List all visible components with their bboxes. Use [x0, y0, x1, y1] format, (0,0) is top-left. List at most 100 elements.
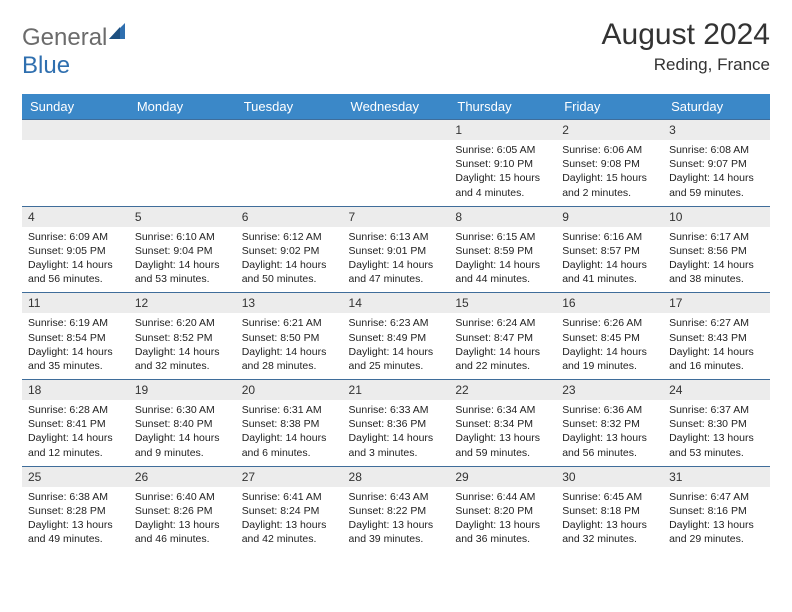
daylight-line: Daylight: 13 hours and 49 minutes.	[28, 519, 113, 545]
day-content-cell: Sunrise: 6:24 AMSunset: 8:47 PMDaylight:…	[449, 313, 556, 379]
daylight-line: Daylight: 13 hours and 46 minutes.	[135, 519, 220, 545]
sunset-line: Sunset: 8:52 PM	[135, 332, 213, 344]
day-content-cell: Sunrise: 6:19 AM Sunset: 8:54 PM Daylight:…	[22, 313, 129, 379]
day-number-cell	[236, 120, 343, 141]
day-content-cell: Sunrise: 6:09 AMSunset: 9:05 PMDaylight:…	[22, 227, 129, 293]
daylight-line: Daylight: 13 hours and 36 minutes.	[455, 519, 540, 545]
day-number-cell: 21	[343, 380, 450, 401]
location-label: Reding, France	[602, 55, 770, 75]
day-number-cell: 5	[129, 206, 236, 227]
sunrise-line: Sunrise: 6:23 AM	[349, 317, 429, 329]
sunset-line: Sunset: 8:32 PM	[562, 418, 640, 430]
day-content-cell: Sunrise: 6:36 AMSunset: 8:32 PMDaylight:…	[556, 400, 663, 466]
sunset-line: Sunset: 8:18 PM	[562, 505, 640, 517]
sunrise-line: Sunrise: 6:43 AM	[349, 491, 429, 503]
daylight-line: Daylight: 15 hours and 4 minutes.	[455, 172, 540, 198]
daylight-line: Daylight: 14 hours and 32 minutes.	[135, 346, 220, 372]
sunset-line: Sunset: 8:41 PM	[28, 418, 106, 430]
day-content-cell: Sunrise: 6:12 AMSunset: 9:02 PMDaylight:…	[236, 227, 343, 293]
sunrise-line: Sunrise: 6:30 AM	[135, 404, 215, 416]
day-number-cell: 31	[663, 466, 770, 487]
daylight-line: Daylight: 13 hours and 56 minutes.	[562, 432, 647, 458]
sunset-line: Sunset: 8:28 PM	[28, 505, 106, 517]
daylight-line: Daylight: 14 hours and 53 minutes.	[135, 259, 220, 285]
day-number-cell: 22	[449, 380, 556, 401]
day-number-cell: 9	[556, 206, 663, 227]
day-content-row: Sunrise: 6:28 AMSunset: 8:41 PMDaylight:…	[22, 400, 770, 466]
sunrise-line: Sunrise: 6:16 AM	[562, 231, 642, 243]
daylight-line: Daylight: 14 hours and 19 minutes.	[562, 346, 647, 372]
brand-logo: GeneralBlue	[22, 18, 127, 80]
sunrise-line: Sunrise: 6:45 AM	[562, 491, 642, 503]
month-title: August 2024	[602, 18, 770, 52]
day-content-cell: Sunrise: 6:43 AM Sunset: 8:22 PM Daylight:…	[343, 487, 450, 553]
daylight-line: Daylight: 13 hours and 59 minutes.	[455, 432, 540, 458]
header: GeneralBlue August 2024 Reding, France	[22, 18, 770, 80]
sunrise-line: Sunrise: 6:38 AM	[28, 491, 108, 503]
weekday-header: Sunday	[22, 94, 129, 120]
day-content-row: Sunrise: 6:09 AM Sunset: 9:05 PM Daylight:…	[22, 227, 770, 293]
day-number-cell: 27	[236, 466, 343, 487]
day-content-cell: Sunrise: 6:34 AMSunset: 8:34 PMDaylight:…	[449, 400, 556, 466]
sunrise-line: Sunrise: 6:15 AM	[455, 231, 535, 243]
sunrise-line: Sunrise: 6:09 AM	[28, 231, 108, 243]
sunset-line: Sunset: 9:08 PM	[562, 158, 640, 170]
day-number-cell	[22, 120, 129, 141]
day-number-cell: 24	[663, 380, 770, 401]
day-content-cell: Sunrise: 6:28 AMSunset: 8:41 PMDaylight:…	[22, 400, 129, 466]
sunrise-line: Sunrise: 6:20 AM	[135, 317, 215, 329]
sunrise-line: Sunrise: 6:13 AM	[349, 231, 429, 243]
sunset-line: Sunset: 8:56 PM	[669, 245, 747, 257]
day-number-cell: 28	[343, 466, 450, 487]
day-number-cell: 29	[449, 466, 556, 487]
brand-part1: General	[22, 24, 107, 51]
day-content-cell: Sunrise: 6:26 AMSunset: 8:45 PMDaylight:…	[556, 313, 663, 379]
day-number-cell: 6	[236, 206, 343, 227]
sunset-line: Sunset: 8:22 PM	[349, 505, 427, 517]
sunset-line: Sunset: 8:40 PM	[135, 418, 213, 430]
sunset-line: Sunset: 9:01 PM	[349, 245, 427, 257]
day-content-cell: Sunrise: 6:44 AMSunset: 8:20 PMDaylight:…	[449, 487, 556, 553]
sail-icon	[107, 21, 127, 41]
sunset-line: Sunset: 8:54 PM	[28, 332, 106, 344]
day-content-cell: Sunrise: 6:10 AM Sunset: 9:04 PM Daylight:…	[129, 227, 236, 293]
day-content-cell: Sunrise: 6:16 AMSunset: 8:57 PMDaylight:…	[556, 227, 663, 293]
weekday-header: Thursday	[449, 94, 556, 120]
sunrise-line: Sunrise: 6:47 AM	[669, 491, 749, 503]
day-content-cell	[22, 140, 129, 206]
daylight-line: Daylight: 14 hours and 12 minutes.	[28, 432, 113, 458]
day-number-cell: 17	[663, 293, 770, 314]
daylight-line: Daylight: 14 hours and 16 minutes.	[669, 346, 754, 372]
daylight-line: Daylight: 14 hours and 35 minutes.	[28, 346, 113, 372]
weekday-header: Tuesday	[236, 94, 343, 120]
weekday-header: Friday	[556, 94, 663, 120]
sunset-line: Sunset: 9:10 PM	[455, 158, 533, 170]
daylight-line: Daylight: 13 hours and 42 minutes.	[242, 519, 327, 545]
day-content-cell: Sunrise: 6:45 AMSunset: 8:18 PMDaylight:…	[556, 487, 663, 553]
day-content-cell	[129, 140, 236, 206]
daylight-line: Daylight: 14 hours and 22 minutes.	[455, 346, 540, 372]
sunrise-line: Sunrise: 6:06 AM	[562, 144, 642, 156]
sunrise-line: Sunrise: 6:33 AM	[349, 404, 429, 416]
daylight-line: Daylight: 14 hours and 41 minutes.	[562, 259, 647, 285]
day-number-cell: 12	[129, 293, 236, 314]
sunrise-line: Sunrise: 6:19 AM	[28, 317, 108, 329]
day-number-cell: 8	[449, 206, 556, 227]
day-number-cell: 2	[556, 120, 663, 141]
sunset-line: Sunset: 9:05 PM	[28, 245, 106, 257]
day-content-cell: Sunrise: 6:40 AMSunset: 8:26 PMDaylight:…	[129, 487, 236, 553]
sunrise-line: Sunrise: 6:10 AM	[135, 231, 215, 243]
day-content-cell	[343, 140, 450, 206]
sunset-line: Sunset: 9:04 PM	[135, 245, 213, 257]
day-content-cell: Sunrise: 6:47 AMSunset: 8:16 PMDaylight:…	[663, 487, 770, 553]
daylight-line: Daylight: 14 hours and 50 minutes.	[242, 259, 327, 285]
sunrise-line: Sunrise: 6:08 AM	[669, 144, 749, 156]
sunrise-line: Sunrise: 6:31 AM	[242, 404, 322, 416]
daylight-line: Daylight: 13 hours and 39 minutes.	[349, 519, 434, 545]
sunset-line: Sunset: 8:38 PM	[242, 418, 320, 430]
day-content-cell: Sunrise: 6:33 AMSunset: 8:36 PMDaylight:…	[343, 400, 450, 466]
day-number-cell: 4	[22, 206, 129, 227]
day-content-cell: Sunrise: 6:20 AM Sunset: 8:52 PM Daylight:…	[129, 313, 236, 379]
day-number-cell	[343, 120, 450, 141]
sunset-line: Sunset: 9:02 PM	[242, 245, 320, 257]
